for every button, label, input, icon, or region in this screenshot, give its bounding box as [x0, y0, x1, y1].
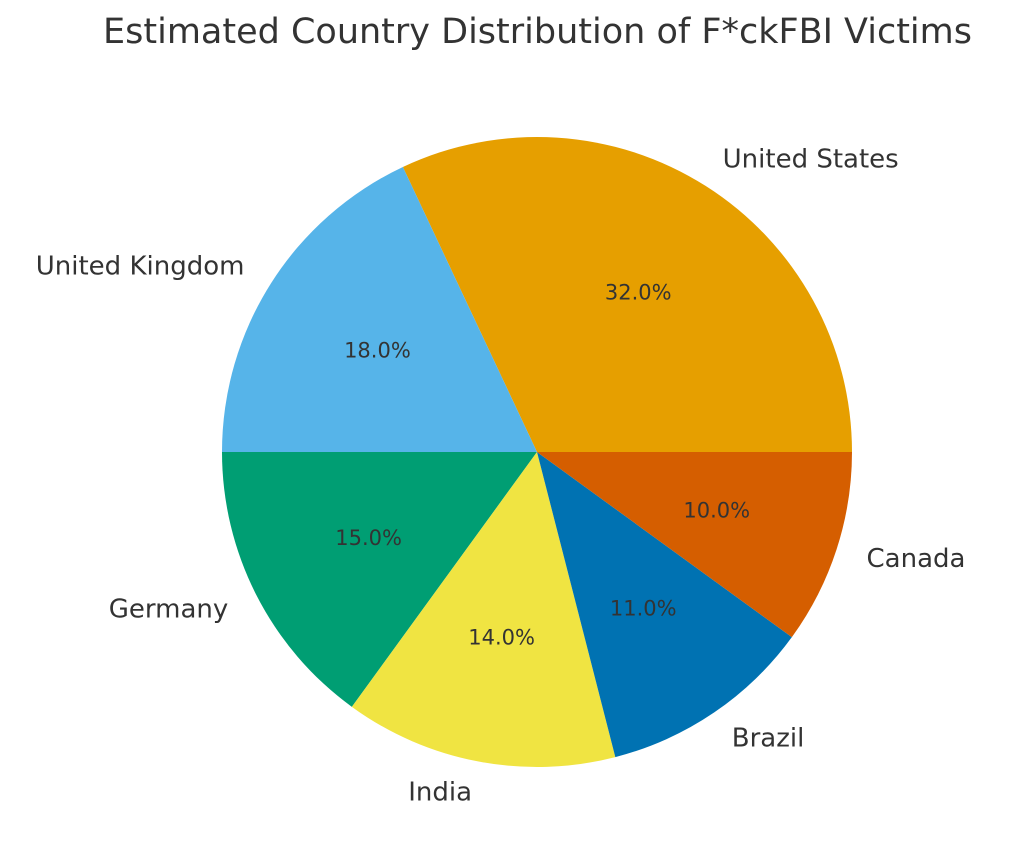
pie-labels: United States 32.0% United Kingdom 18.0% Ger…: [36, 144, 966, 807]
slice-percent-united-states: 32.0%: [605, 280, 672, 304]
slice-label-united-kingdom: United Kingdom: [36, 251, 245, 281]
slice-label-brazil: Brazil: [732, 724, 805, 754]
slice-percent-united-kingdom: 18.0%: [344, 339, 411, 363]
slice-percent-india: 14.0%: [468, 626, 535, 650]
slice-label-germany: Germany: [109, 594, 229, 624]
slice-percent-canada: 10.0%: [683, 498, 750, 522]
slice-label-united-states: United States: [723, 144, 899, 174]
pie-slice-germany: [222, 452, 537, 707]
slice-percent-brazil: 11.0%: [610, 596, 677, 620]
slice-label-india: India: [408, 777, 472, 807]
pie-slice-canada: [537, 452, 852, 638]
pie-slices: [222, 137, 852, 767]
slice-label-canada: Canada: [867, 544, 966, 574]
chart-title: Estimated Country Distribution of F*ckFB…: [103, 12, 972, 52]
slice-percent-germany: 15.0%: [335, 526, 402, 550]
pie-slice-brazil: [537, 452, 792, 758]
pie-slice-united-kingdom: [222, 166, 537, 452]
pie-slice-united-states: [402, 137, 852, 452]
pie-slice-india: [351, 452, 616, 767]
